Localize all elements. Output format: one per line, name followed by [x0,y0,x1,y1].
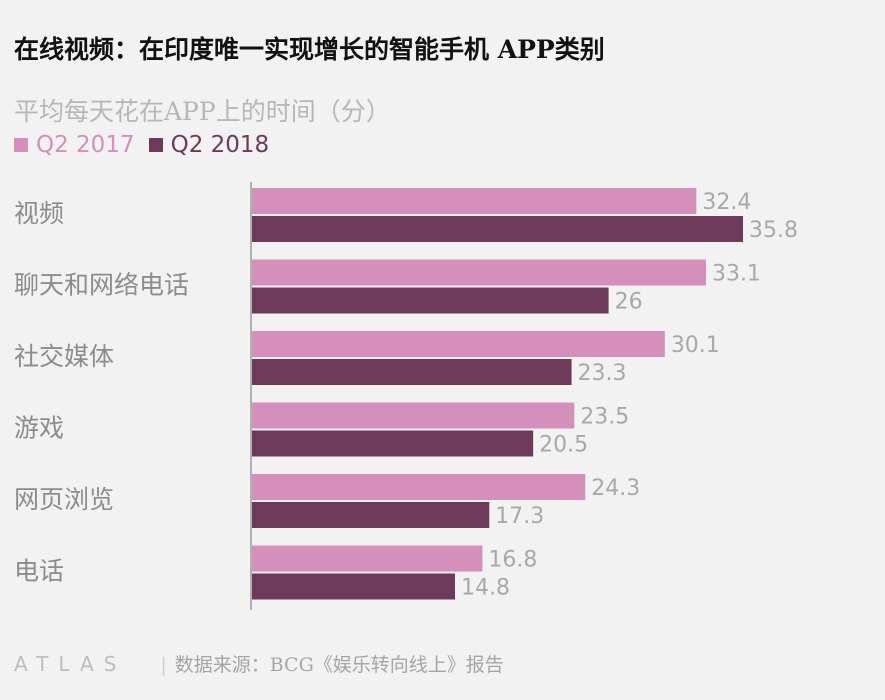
legend-item-q2-2018: Q2 2018 [148,132,270,158]
data-label: 30.1 [671,333,720,358]
data-label: 16.8 [488,548,537,573]
legend-label-q2-2018: Q2 2018 [170,132,270,158]
data-label: 32.4 [702,190,751,215]
bar-q2-2017 [252,331,665,357]
bar-q2-2018 [252,359,572,385]
category-label: 电话 [14,557,64,586]
bar-q2-2018 [252,216,743,242]
bar-q2-2017 [252,259,706,286]
data-label: 35.8 [749,218,798,243]
chart-title: 在线视频：在印度唯一实现增长的智能手机 APP类别 [14,35,605,64]
legend-item-q2-2017: Q2 2017 [14,132,135,158]
source-note: 数据来源：BCG《娱乐转向线上》报告 [160,650,504,677]
data-label: 33.1 [712,262,761,287]
data-label: 26 [615,290,643,315]
category-label: 视频 [14,199,64,228]
data-label: 17.3 [495,504,544,529]
bar-q2-2018 [252,573,455,600]
bar-q2-2017 [252,474,586,500]
chart-subtitle: 平均每天花在APP上的时间（分） [14,97,391,126]
category-label: 网页浏览 [14,485,114,514]
bar-q2-2018 [252,502,490,528]
bar-q2-2017 [252,188,697,214]
data-label: 23.5 [580,405,629,430]
legend: Q2 2017 Q2 2018 [14,132,269,158]
category-label: 聊天和网络电话 [14,271,189,300]
bar-q2-2018 [252,430,534,457]
category-label: 游戏 [14,414,64,443]
data-label: 14.8 [461,576,510,601]
bar-q2-2018 [252,287,609,314]
legend-swatch-q2-2018 [148,138,163,152]
bar-q2-2017 [252,402,575,429]
bar-q2-2017 [252,545,483,572]
atlas-logo: ATLAS [14,651,127,676]
legend-label-q2-2017: Q2 2017 [36,132,135,158]
category-label: 社交媒体 [14,342,114,371]
data-label: 23.3 [578,361,627,386]
data-label: 24.3 [591,476,640,501]
legend-swatch-q2-2017 [14,138,28,152]
data-label: 20.5 [539,433,588,458]
footer: ATLAS 数据来源：BCG《娱乐转向线上》报告 [14,650,504,677]
